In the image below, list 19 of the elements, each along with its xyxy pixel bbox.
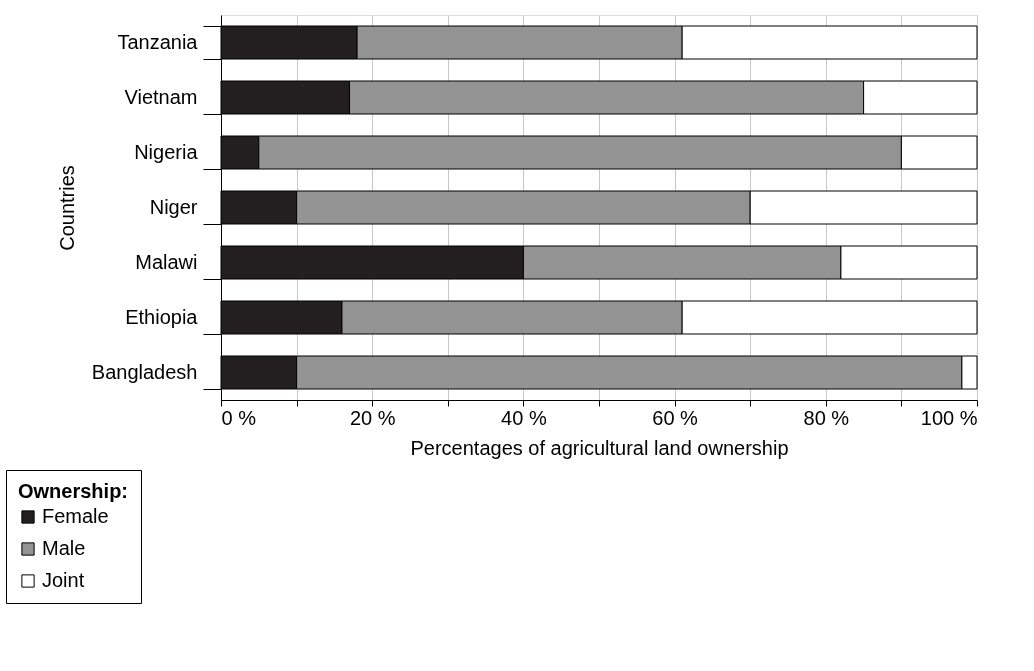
y-tick-label: Malawi [135, 251, 198, 273]
legend-label: Male [42, 537, 86, 559]
x-tick-label: 20 % [349, 406, 396, 429]
legend-label: Joint [42, 569, 85, 591]
y-axis-title: Countries [55, 165, 78, 251]
x-tick-label: 40 % [501, 406, 547, 429]
legend-label: Female [42, 505, 109, 527]
x-axis-title: Percentages of agricultural land ownership [410, 436, 789, 459]
x-tick-label: 0 % [221, 406, 257, 429]
x-tick-label: 80 % [803, 406, 850, 429]
y-tick-label: Bangladesh [91, 361, 198, 383]
x-tick-label: 100 % [920, 406, 978, 429]
y-tick-label: Tanzania [117, 31, 199, 53]
legend-title: Ownership: [18, 480, 129, 502]
y-tick-label: Niger [149, 196, 198, 218]
y-tick-label: Vietnam [124, 86, 198, 108]
y-tick-label: Ethiopia [125, 306, 199, 328]
y-tick-label: Nigeria [134, 141, 199, 163]
x-tick-label: 60 % [652, 406, 699, 429]
